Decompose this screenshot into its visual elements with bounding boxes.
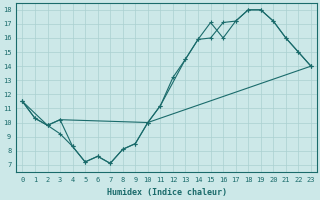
X-axis label: Humidex (Indice chaleur): Humidex (Indice chaleur) [107, 188, 227, 197]
